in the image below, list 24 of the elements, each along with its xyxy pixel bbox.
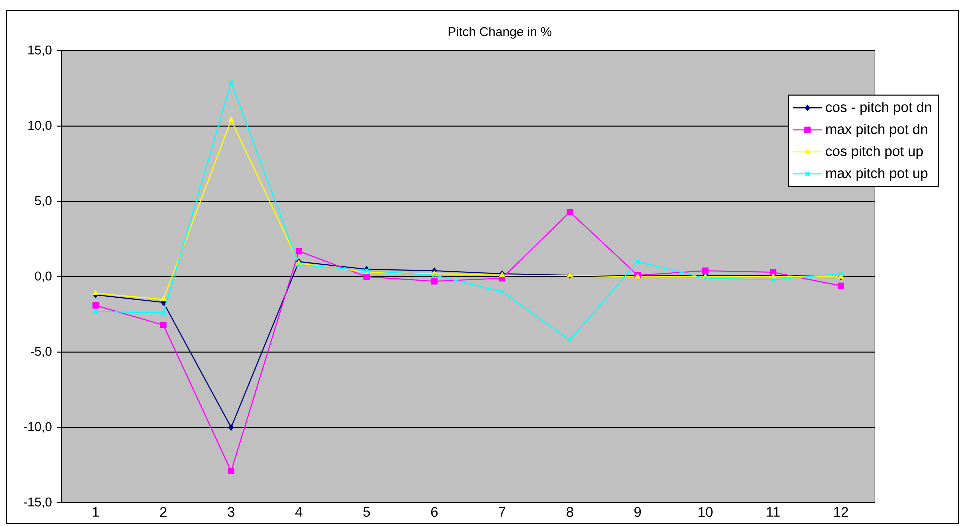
x-tick-label: 12 [834,507,848,518]
y-tick-label: 5,0 [35,196,52,207]
y-tick-label: -5,0 [31,347,52,358]
x-tick-label: 11 [767,507,780,517]
x-tick-label: 6 [431,507,438,518]
x-tick-label: 4 [296,507,303,517]
x-tick-label: 9 [634,507,642,518]
x-tick-label: 8 [566,507,574,518]
x-tick-label: 7 [499,507,506,517]
legend-label: cos - pitch pot dn [826,102,932,116]
x-tick-label: 5 [364,507,370,518]
y-tick-label: -15,0 [24,498,52,508]
x-tick-label: 3 [228,507,235,518]
y-tick-label: -10,0 [24,422,52,433]
x-tick-label: 1 [93,507,100,517]
y-tick-label: 15,0 [28,46,52,56]
legend-label: max pitch pot dn [826,124,928,138]
chart-title: Pitch Change in % [448,27,552,39]
x-tick-label: 10 [698,507,713,518]
y-tick-label: 10,0 [28,121,52,132]
x-tick-label: 2 [160,507,167,518]
legend-label: cos pitch pot up [826,146,924,160]
y-tick-label: 0,0 [35,272,52,282]
legend-label: max pitch pot up [826,168,928,182]
